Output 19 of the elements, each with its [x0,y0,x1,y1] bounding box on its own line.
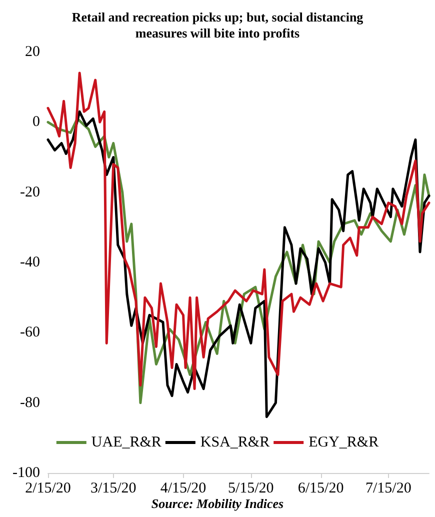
x-tick-label: 3/15/20 [90,480,136,496]
x-tick-label: 4/15/20 [160,480,206,496]
y-tick-label: -80 [20,394,40,411]
source-note: Source: Mobility Indices [151,496,284,511]
y-tick-label: -40 [20,254,40,270]
x-tick-label: 7/15/20 [366,480,412,496]
y-tick-label: -60 [20,324,40,341]
chart-title: Retail and recreation picks up; but, social distancing measures will bite into profits [72,10,364,40]
x-tick-label: 2/15/20 [25,480,71,496]
y-tick-label: -100 [12,465,40,481]
y-tick-label: -20 [20,184,40,200]
y-tick-label: 0 [32,114,40,130]
x-tick-label: 5/15/20 [228,480,274,496]
legend-label: EGY_R&R [308,434,379,450]
x-tick-label: 6/15/20 [298,480,344,496]
legend-label: KSA_R&R [200,434,270,450]
y-tick-label: 20 [25,44,40,60]
legend-label: UAE_R&R [91,434,162,450]
line-series [46,72,430,390]
